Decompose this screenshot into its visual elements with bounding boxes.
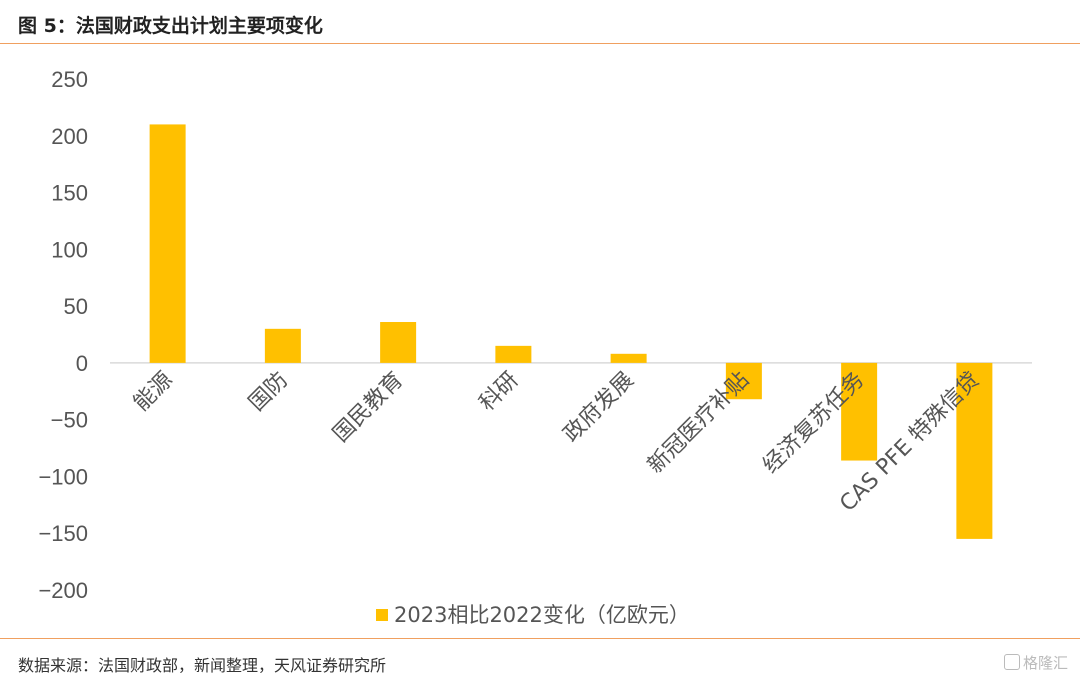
legend-label: 2023相比2022变化（亿欧元） bbox=[394, 603, 690, 627]
legend-swatch bbox=[376, 609, 388, 621]
y-tick-label: 200 bbox=[51, 124, 88, 149]
legend: 2023相比2022变化（亿欧元） bbox=[376, 603, 690, 627]
bar bbox=[380, 322, 417, 363]
header-divider bbox=[0, 43, 1080, 44]
bar-chart: 250 200 150 100 50 0 −50 −100 −150 −200 能源 国防 国民教育 科… bbox=[38, 67, 1032, 627]
bar-group bbox=[149, 124, 993, 539]
y-tick-label: −100 bbox=[38, 464, 88, 489]
bar bbox=[610, 353, 647, 363]
category-label: 国防 bbox=[244, 367, 293, 416]
category-label: 能源 bbox=[129, 367, 178, 416]
bar bbox=[725, 362, 762, 400]
logo-icon bbox=[1003, 654, 1020, 670]
bar bbox=[841, 362, 878, 461]
watermark-text: 格隆汇 bbox=[1022, 654, 1068, 672]
category-label: 政府发展 bbox=[559, 367, 639, 447]
category-label: 国民教育 bbox=[328, 367, 408, 447]
y-tick-label: 0 bbox=[76, 351, 88, 376]
chart-title: 图 5：法国财政支出计划主要项变化 bbox=[18, 15, 323, 37]
bar bbox=[495, 345, 532, 363]
y-tick-label: 250 bbox=[51, 67, 88, 92]
y-tick-label: −50 bbox=[51, 408, 88, 433]
y-tick-label: −200 bbox=[38, 578, 88, 603]
y-tick-label: 100 bbox=[51, 237, 88, 262]
data-source: 数据来源：法国财政部，新闻整理，天风证券研究所 bbox=[18, 656, 387, 675]
category-label: 新冠医疗补贴 bbox=[643, 367, 754, 478]
y-axis-ticks: 250 200 150 100 50 0 −50 −100 −150 −200 bbox=[38, 67, 88, 603]
bar bbox=[264, 328, 301, 363]
y-tick-label: 150 bbox=[51, 181, 88, 206]
category-label: 科研 bbox=[475, 367, 524, 416]
y-tick-label: 50 bbox=[64, 294, 88, 319]
bar bbox=[956, 362, 993, 539]
bar bbox=[149, 124, 186, 363]
y-tick-label: −150 bbox=[38, 521, 88, 546]
footer-divider bbox=[0, 638, 1080, 639]
watermark: 格隆汇 bbox=[1003, 652, 1068, 673]
